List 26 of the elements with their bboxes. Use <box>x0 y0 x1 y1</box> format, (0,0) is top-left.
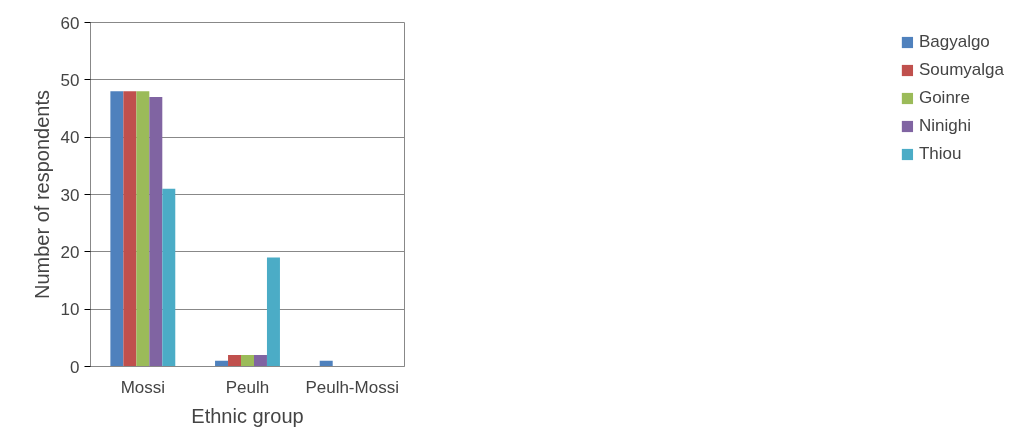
x-axis-title: Ethnic group <box>191 404 304 427</box>
y-tick-label: 30 <box>60 185 80 205</box>
bar <box>123 91 137 367</box>
bar <box>228 355 242 367</box>
legend-label: Thiou <box>918 144 962 164</box>
bar <box>253 355 267 367</box>
y-tick-label: 50 <box>60 70 80 90</box>
bar <box>136 91 150 367</box>
x-tick-label: Peulh <box>225 377 270 397</box>
legend-label: Goinre <box>918 88 970 108</box>
bar <box>149 97 163 367</box>
legend-label: Soumyalga <box>918 60 1004 80</box>
x-tick-label: Mossi <box>120 377 166 397</box>
y-axis-title: Number of respondents <box>30 89 53 299</box>
y-tick-label: 10 <box>60 300 80 320</box>
bar <box>241 355 254 367</box>
legend-label: Ninighi <box>918 116 971 136</box>
y-tick-label: 40 <box>60 128 80 148</box>
bar <box>266 257 280 367</box>
bar <box>110 91 124 367</box>
legend-label: Bagyalgo <box>918 32 990 52</box>
x-tick-label: Peulh-Mossi <box>305 377 399 397</box>
y-tick-label: 60 <box>60 13 80 33</box>
y-tick-label: 20 <box>60 242 80 262</box>
y-tick-label: 0 <box>70 357 80 377</box>
bar <box>162 188 176 367</box>
